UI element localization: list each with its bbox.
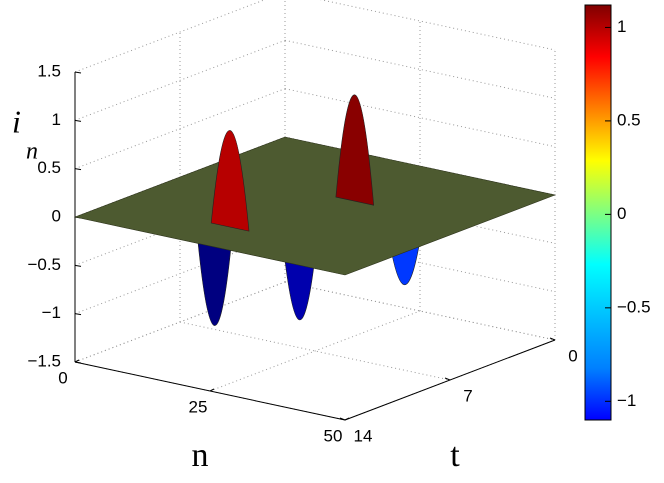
z-tick-label: 0: [52, 206, 61, 225]
grid-line: [74, 39, 286, 121]
y-tick: [444, 377, 451, 381]
colorbar-tick-label: −1: [617, 391, 636, 410]
y-tick-label: 7: [463, 386, 472, 405]
y-tick-label: 0: [568, 346, 577, 365]
grid-line: [74, 0, 266, 73]
z-axis-label-sub: n: [26, 139, 38, 165]
z-tick-label: −1: [42, 303, 61, 322]
x-tick: [209, 388, 215, 392]
x-tick: [344, 417, 350, 421]
x-tick-label: 0: [58, 368, 67, 387]
z-tick-label: −1.5: [27, 351, 61, 370]
z-tick: [74, 264, 82, 267]
colorbar: [584, 4, 612, 421]
x-tick-label: 25: [189, 397, 208, 416]
colorbar-tick-label: −0.5: [617, 297, 651, 316]
z-axis-label: i: [12, 103, 21, 139]
grid-line: [74, 88, 286, 170]
z-tick: [74, 313, 82, 316]
surface-peak: [210, 130, 250, 232]
z-tick-label: −0.5: [27, 255, 61, 274]
z-tick: [74, 361, 82, 364]
z-tick: [74, 71, 82, 74]
colorbar-tick-label: 1: [617, 17, 626, 36]
y-tick: [549, 337, 556, 341]
colorbar-tick-label: 0.5: [617, 110, 641, 129]
x-axis-label: n: [192, 437, 209, 474]
surface-plane: [73, 136, 557, 276]
z-tick: [74, 119, 82, 122]
z-tick: [74, 168, 82, 171]
z-tick-label: 0.5: [37, 158, 61, 177]
y-tick: [339, 417, 346, 421]
z-tick-label: 1: [52, 110, 61, 129]
grid-line: [284, 39, 556, 99]
surface-peak: [335, 94, 375, 206]
grid-line: [209, 310, 421, 392]
colorbar-tick-label: 0: [617, 204, 626, 223]
y-tick-label: 14: [354, 426, 373, 445]
y-axis-label: t: [450, 437, 460, 474]
grid-line: [284, 88, 556, 148]
x-tick: [74, 359, 80, 363]
x-tick-label: 50: [324, 426, 343, 445]
z-tick-label: 1.5: [37, 61, 61, 80]
